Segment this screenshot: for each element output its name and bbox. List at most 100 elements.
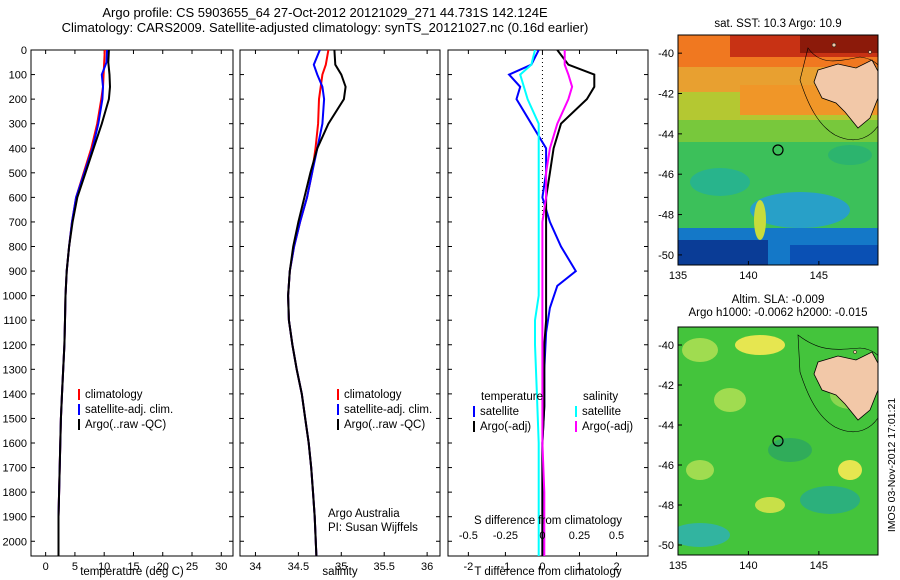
temperature-panel: 0100200300400500600700800900100011001200… xyxy=(3,45,234,578)
map-x-tick-label: 135 xyxy=(669,560,687,572)
difference-panel: -2 -1 0 1 2T difference from climatology temp… xyxy=(447,49,649,578)
legend-label: satellite xyxy=(480,406,519,418)
y-tick-label: 600 xyxy=(9,192,27,204)
map-x-tick-label: 140 xyxy=(739,270,757,282)
y-tick-label: 1800 xyxy=(3,487,27,499)
x-tick-label: 0 xyxy=(43,561,49,573)
x-tick-label: 15 xyxy=(127,561,139,573)
legend-label: Argo(-adj) xyxy=(582,421,633,433)
sla-map-axes: -40 -42 -44 -46 -48 -50 135 140 145 xyxy=(658,340,828,572)
map-y-tick-label: -40 xyxy=(658,48,674,60)
y-tick-label: 1000 xyxy=(3,291,27,303)
imos-credit: IMOS 03-Nov-2012 17:01:21 xyxy=(886,398,898,532)
x-tick-label: 2 xyxy=(613,561,619,573)
series-satellite-cyan xyxy=(519,50,540,556)
sst-map xyxy=(677,34,879,266)
sla-map-title-1: Altim. SLA: -0.009 xyxy=(732,294,825,306)
sla-map-title-2: Argo h1000: -0.0062 h2000: -0.015 xyxy=(688,307,867,319)
y-tick-label: 300 xyxy=(9,119,27,131)
y-tick-label: 2000 xyxy=(3,536,27,548)
legend-label: climatology xyxy=(344,389,402,401)
x-axis-label: salinity xyxy=(322,566,357,578)
x-tick-label: 0 xyxy=(539,561,545,573)
map-y-tick-label: -46 xyxy=(658,460,674,472)
map-y-tick-label: -44 xyxy=(658,420,674,432)
y-tick-label: 0 xyxy=(21,45,27,57)
salinity-panel: 34 34.5 35 35.5 36 salinity climatology satelli… xyxy=(239,49,441,578)
map-y-tick-label: -50 xyxy=(658,250,674,262)
y-tick-label: 1200 xyxy=(3,340,27,352)
map-y-tick-label: -40 xyxy=(658,340,674,352)
series-group xyxy=(57,50,112,556)
legend-heading: salinity xyxy=(583,391,618,403)
series-group xyxy=(287,50,347,556)
x-tick-label: -1 xyxy=(501,561,511,573)
x-tick-label: 35.5 xyxy=(373,561,394,573)
x-tick-label: 10 xyxy=(98,561,110,573)
y-tick-label: 1600 xyxy=(3,438,27,450)
y-tick-label: 500 xyxy=(9,168,27,180)
sst-map-axes: -40 -42 -44 -46 -48 -50 135 140 145 xyxy=(658,48,828,282)
map-y-tick-label: -50 xyxy=(658,540,674,552)
map-y-tick-label: -42 xyxy=(658,380,674,392)
map-x-tick-label: 145 xyxy=(810,270,828,282)
series-group xyxy=(507,50,596,556)
y-tick-label: 800 xyxy=(9,242,27,254)
map-y-tick-label: -48 xyxy=(658,500,674,512)
y-tick-label: 1700 xyxy=(3,463,27,475)
plot-frame xyxy=(447,49,649,557)
map-x-tick-label: 140 xyxy=(739,560,757,572)
y-tick-label: 1400 xyxy=(3,389,27,401)
map-x-tick-label: 135 xyxy=(669,270,687,282)
x-tick-label: 36 xyxy=(421,561,433,573)
x-tick-label: 30 xyxy=(215,561,227,573)
map-y-tick-label: -48 xyxy=(658,210,674,222)
x-tick-label: 5 xyxy=(72,561,78,573)
y-tick-label: 1900 xyxy=(3,512,27,524)
series-argo-raw-qc--black xyxy=(57,50,112,556)
map-y-tick-label: -46 xyxy=(658,169,674,181)
x-axis-label: T difference from climatology xyxy=(474,566,621,578)
series-argo-adj--magenta xyxy=(541,50,574,556)
top-axis-label: S difference from climatology xyxy=(474,515,622,527)
x-tick-label: 25 xyxy=(186,561,198,573)
y-tick-label: 100 xyxy=(9,70,27,82)
annotation-text: PI: Susan Wijffels xyxy=(328,522,418,534)
y-tick-label: 700 xyxy=(9,217,27,229)
annotation-text: Argo Australia xyxy=(328,508,400,520)
legend-label: satellite xyxy=(582,406,621,418)
top-tick-label: -0.25 xyxy=(493,530,518,542)
legend-heading: temperature xyxy=(481,391,543,403)
legend-label: satellite-adj. clim. xyxy=(85,404,173,416)
legend-label: Argo(..raw -QC) xyxy=(344,419,425,431)
y-tick-label: 1100 xyxy=(3,315,27,327)
top-tick-label: 0.5 xyxy=(609,530,624,542)
plot-frame xyxy=(239,49,441,557)
map-x-tick-label: 145 xyxy=(810,560,828,572)
chart-title-line2: Climatology: CARS2009. Satellite-adjuste… xyxy=(61,20,589,35)
y-tick-label: 200 xyxy=(9,94,27,106)
plot-frame xyxy=(30,49,234,557)
legend-label: Argo(..raw -QC) xyxy=(85,419,166,431)
sla-map xyxy=(677,326,879,556)
x-axis-label: temperature (deg C) xyxy=(80,566,184,578)
y-tick-label: 900 xyxy=(9,266,27,278)
legend-label: satellite-adj. clim. xyxy=(344,404,432,416)
legend-label: climatology xyxy=(85,389,143,401)
argo-location-marker xyxy=(772,144,784,156)
x-tick-label: 34.5 xyxy=(288,561,309,573)
sst-map-title: sat. SST: 10.3 Argo: 10.9 xyxy=(714,18,841,30)
x-tick-label: 34 xyxy=(249,561,261,573)
series-argo-raw-qc--black xyxy=(287,50,347,556)
x-tick-label: -2 xyxy=(463,561,473,573)
map-y-tick-label: -42 xyxy=(658,89,674,101)
top-tick-label: 0 xyxy=(539,530,545,542)
map-y-tick-label: -44 xyxy=(658,129,674,141)
chart-title-line1: Argo profile: CS 5903655_64 27-Oct-2012 … xyxy=(102,5,548,20)
top-tick-label: -0.5 xyxy=(459,530,478,542)
y-tick-label: 400 xyxy=(9,143,27,155)
y-tick-label: 1300 xyxy=(3,364,27,376)
x-tick-label: 20 xyxy=(157,561,169,573)
argo-location-marker-sla xyxy=(772,435,784,447)
